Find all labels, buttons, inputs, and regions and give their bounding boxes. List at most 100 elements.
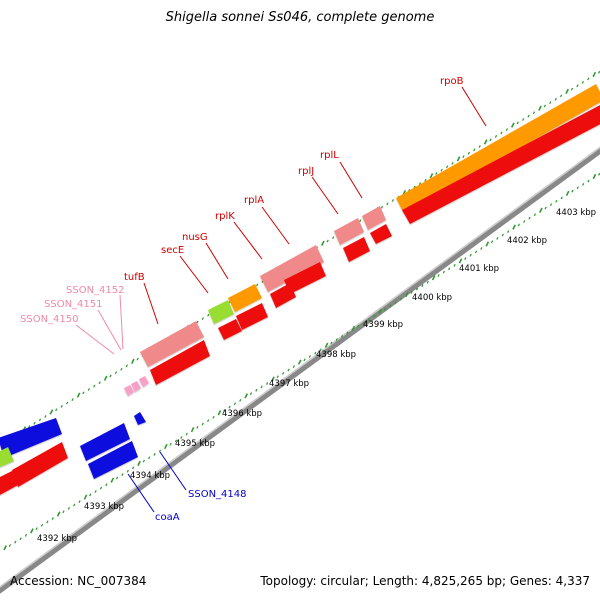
inner-ring-tick xyxy=(362,321,365,325)
leader-rpoB xyxy=(461,86,487,127)
inner-ring-tick xyxy=(271,376,275,382)
inner-ring-tick xyxy=(506,230,510,234)
inner-ring-tick xyxy=(544,206,547,210)
outer-ring-tick xyxy=(201,317,204,321)
outer-ring-tick xyxy=(510,122,515,128)
gene-label-rplJ: rplJ xyxy=(298,166,314,177)
leader-SSON_4150 xyxy=(75,324,115,355)
outer-ring-tick xyxy=(386,202,389,206)
cds-block-rplL xyxy=(370,224,392,244)
outer-ring-tick xyxy=(120,367,123,371)
outer-ring-tick xyxy=(130,358,135,364)
inner-ring-tick xyxy=(490,240,494,244)
inner-ring-tick xyxy=(453,263,456,267)
gene-label-rplL: rplL xyxy=(320,150,339,161)
leader-rplK xyxy=(233,221,263,260)
inner-ring-tick xyxy=(346,331,349,335)
leader-coaA xyxy=(127,473,155,513)
inner-ring-tick xyxy=(469,253,472,257)
inner-ring-tick xyxy=(351,325,356,331)
outer-ring-tick xyxy=(109,374,112,378)
gene-block-rplJ xyxy=(334,218,364,245)
inner-ring-tick xyxy=(233,402,237,406)
inner-ring-tick xyxy=(110,477,115,483)
outer-ring-tick xyxy=(103,375,108,381)
backbone-line xyxy=(0,148,600,594)
outer-ring-tick xyxy=(114,371,118,375)
gene-block-rplL xyxy=(362,206,386,230)
inner-ring-tick xyxy=(169,442,172,446)
inner-ring-tick xyxy=(581,182,585,186)
outer-ring-tick xyxy=(527,114,530,118)
outer-ring-tick xyxy=(576,84,579,88)
gene-block-rpoB xyxy=(396,84,600,214)
inner-ring-tick xyxy=(405,292,409,298)
inner-ring-tick xyxy=(249,392,253,396)
scale-label-4399: 4399 kbp xyxy=(363,320,403,330)
map-title: Shigella sonnei Ss046, complete genome xyxy=(165,10,435,25)
leader-rplL xyxy=(339,161,363,199)
outer-ring-tick xyxy=(483,139,488,145)
inner-ring-tick xyxy=(587,179,590,183)
cds-block-rplA xyxy=(284,262,326,294)
inner-ring-tick xyxy=(121,473,124,477)
cds-block-coaA xyxy=(88,441,138,479)
outer-ring-tick xyxy=(380,205,384,209)
cds-block-secE xyxy=(218,319,242,340)
inner-ring-tick xyxy=(265,382,269,385)
inner-ring-tick xyxy=(190,427,195,433)
inner-ring-tick xyxy=(8,544,12,547)
outer-ring-tick xyxy=(359,219,362,223)
inner-ring-tick xyxy=(464,257,467,261)
inner-ring-tick xyxy=(517,223,520,227)
inner-ring-tick xyxy=(244,393,249,399)
inner-ring-tick xyxy=(415,287,419,291)
scale-label-4403: 4403 kbp xyxy=(556,208,596,218)
inner-ring-tick xyxy=(228,405,231,409)
inner-ring-tick xyxy=(410,290,413,294)
outer-ring-tick xyxy=(462,155,465,159)
outer-ring-tick xyxy=(549,101,552,105)
inner-ring-tick xyxy=(40,523,44,527)
inner-ring-tick xyxy=(442,270,445,274)
cds-block-left-red xyxy=(12,442,68,487)
cds-block-tufB xyxy=(150,340,210,385)
scale-labels: 4392 kbp 4393 kbp 4394 kbp 4395 kbp 4396… xyxy=(37,208,596,544)
outer-ring-tick xyxy=(326,239,329,243)
inner-ring-tick xyxy=(431,275,436,281)
scale-label-4392: 4392 kbp xyxy=(37,534,77,544)
gene-block-tufB xyxy=(140,321,204,367)
inner-ring-tick xyxy=(196,425,199,429)
cds-block-left-blue xyxy=(0,418,62,458)
inner-ring-tick xyxy=(56,511,61,517)
outer-ring-tick xyxy=(55,408,58,412)
gene-block-nusG xyxy=(228,284,262,312)
inner-ring-tick xyxy=(512,224,516,230)
scale-label-4394: 4394 kbp xyxy=(130,471,170,481)
inner-ring-tick xyxy=(292,365,295,369)
scale-label-4401: 4401 kbp xyxy=(459,264,499,274)
inner-ring-tick xyxy=(560,196,563,200)
inner-ring-tick xyxy=(565,190,570,196)
inner-ring-tick xyxy=(19,537,22,541)
outer-ring-tick xyxy=(49,409,54,415)
outer-ring-tick xyxy=(82,391,85,395)
outer-ring-tick xyxy=(320,240,325,246)
inner-ring-tick xyxy=(448,267,451,271)
cds-block-rplJ xyxy=(343,237,370,262)
outer-ring-tick xyxy=(570,87,574,91)
inner-ring-tick xyxy=(496,236,499,240)
inner-ring-tick xyxy=(99,486,103,490)
inner-ring-tick xyxy=(399,297,403,301)
scale-label-4396: 4396 kbp xyxy=(222,409,262,419)
inner-ring-tick xyxy=(46,520,49,524)
outer-ring-tick xyxy=(478,145,481,148)
scale-label-4400: 4400 kbp xyxy=(412,293,452,303)
outer-ring-tick xyxy=(489,138,492,142)
inner-ring-tick xyxy=(148,456,151,460)
leader-SSON_4148 xyxy=(159,451,187,491)
inner-ring-tick xyxy=(356,324,360,328)
outer-ring-tick xyxy=(521,118,525,121)
inner-ring-tick xyxy=(383,307,387,311)
outer-ring-tick xyxy=(538,105,542,111)
